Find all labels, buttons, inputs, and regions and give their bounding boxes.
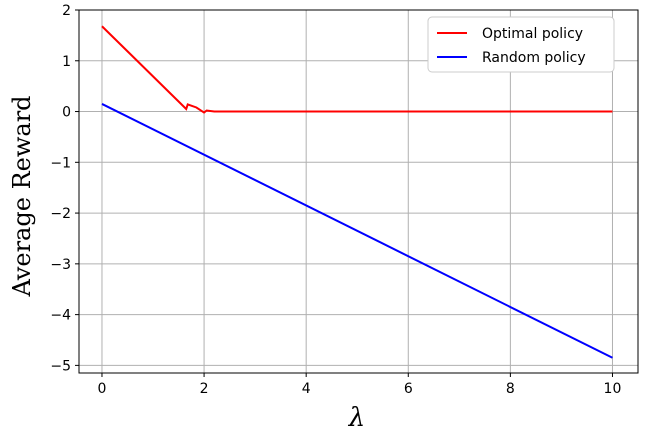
x-axis-ticks: 0 2 4 6 8 10 [98, 373, 622, 397]
series-line-1 [101, 103, 613, 359]
y-tick-label: 2 [62, 3, 71, 19]
y-tick-label: −3 [50, 257, 71, 273]
x-tick-label: 2 [200, 381, 209, 397]
y-tick-label: 0 [62, 105, 71, 121]
plot-frame [78, 9, 639, 374]
x-tick-label: 6 [404, 381, 413, 397]
legend-box [427, 16, 615, 73]
y-tick-label: −1 [50, 155, 71, 171]
legend: Optimal policy Random policy [427, 16, 615, 73]
legend-label-0: Optimal policy [482, 26, 583, 42]
x-tick-label: 4 [302, 381, 311, 397]
x-tick-label: 0 [98, 381, 107, 397]
y-axis-ticks: 2 1 0 −1 −2 −3 −4 −5 [50, 3, 79, 374]
y-tick-label: −5 [50, 358, 71, 374]
series-layer [101, 25, 613, 359]
y-tick-label: 1 [62, 54, 71, 70]
x-tick-label: 10 [604, 381, 622, 397]
x-axis-label: λ [348, 403, 365, 433]
legend-label-1: Random policy [482, 50, 586, 66]
y-tick-label: −2 [50, 206, 71, 222]
series-line-0 [101, 25, 613, 114]
y-axis-label: Average Reward [8, 95, 36, 297]
x-tick-label: 8 [506, 381, 515, 397]
y-tick-label: −4 [50, 308, 71, 324]
